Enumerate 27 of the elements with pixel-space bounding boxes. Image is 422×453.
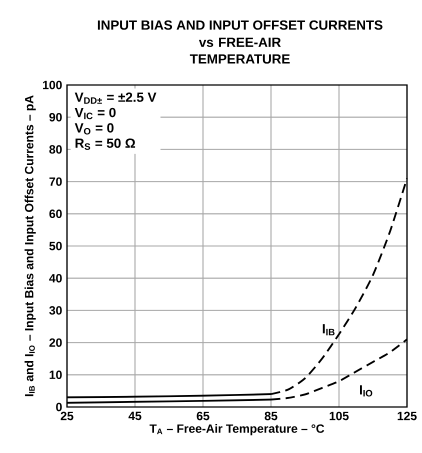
y-tick-label: 70: [49, 177, 62, 186]
annotation: I$_{IO}$: [360, 385, 372, 397]
chart-subtitle: vs FREE-AIR TEMPERATURE: [190, 38, 290, 64]
y-tick-label: 60: [49, 210, 62, 218]
y-axis-title: I$_{IB}$ and I$_{IO}$ – Input Bias and Input Offset Currents – pA: [24, 95, 36, 396]
chart-title: INPUT BIAS AND INPUT OFFSET CURRENTS: [98, 20, 382, 30]
annotation: R$_{S}$ = 50 Ω: [76, 138, 136, 150]
x-tick-label: 45: [128, 412, 142, 420]
annotation: V$_{IC}$ = 0: [74, 108, 116, 120]
x-tick-label: 105: [330, 412, 349, 420]
annotation: V$_{O}$ = 0: [74, 123, 114, 135]
x-axis-title: T$_{A}$ – Free-Air Temperature – °C: [150, 424, 324, 436]
y-tick-label: 30: [49, 306, 62, 315]
x-tick-label: 125: [398, 412, 417, 420]
y-tick-label: 90: [49, 112, 62, 122]
x-tick-label: 25: [60, 412, 74, 420]
y-tick-label: 10: [50, 370, 62, 380]
annotation: V$_{DD±}$ = ±2.5 V: [74, 92, 156, 104]
annotation: I$_{IB}$: [322, 324, 335, 336]
y-tick-label: 50: [49, 242, 62, 250]
y-tick-label: 80: [49, 145, 62, 154]
y-tick-label: 20: [49, 338, 62, 347]
x-tick-label: 65: [196, 412, 210, 420]
y-tick-label: 100: [43, 80, 62, 90]
x-tick-label: 85: [264, 412, 278, 420]
y-tick-label: 40: [49, 274, 62, 282]
y-tick-label: 0: [56, 402, 62, 412]
